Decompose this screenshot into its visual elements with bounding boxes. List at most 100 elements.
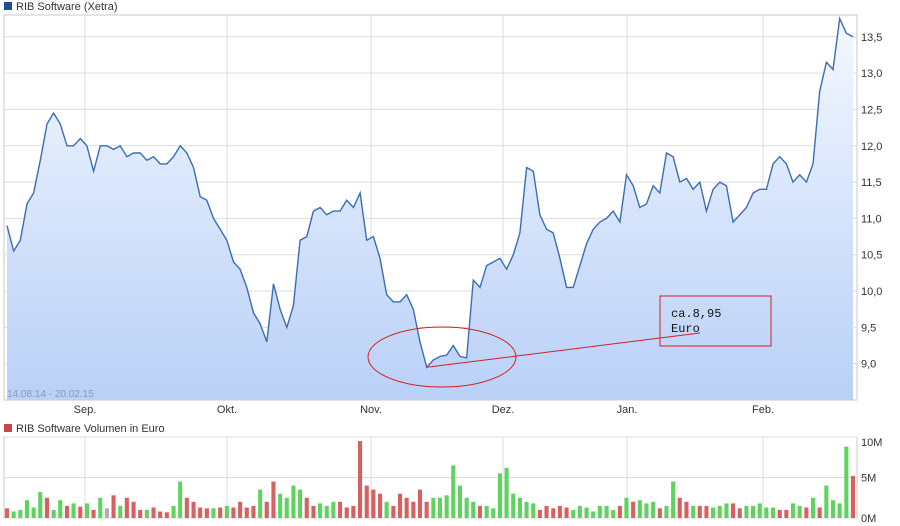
volume-bar xyxy=(431,497,436,519)
price-x-tick-label: Jan. xyxy=(617,404,638,416)
volume-bar xyxy=(697,505,702,518)
volume-bar xyxy=(804,507,809,518)
volume-bar xyxy=(304,497,309,519)
volume-bar xyxy=(18,509,23,518)
volume-y-tick-label: 5M xyxy=(861,473,876,485)
volume-bar xyxy=(111,495,116,518)
volume-bar xyxy=(491,508,496,518)
volume-bar xyxy=(244,507,249,518)
volume-bar xyxy=(351,505,356,518)
volume-bar xyxy=(364,485,369,518)
volume-bar xyxy=(504,467,509,518)
volume-bar xyxy=(51,509,56,518)
volume-bar xyxy=(817,507,822,518)
price-x-tick-label: Dez. xyxy=(492,404,515,416)
volume-bar xyxy=(278,493,283,518)
volume-bar xyxy=(471,501,476,518)
volume-bar xyxy=(324,505,329,518)
price-legend-swatch xyxy=(4,2,12,10)
volume-bar xyxy=(524,501,529,518)
volume-bar xyxy=(271,481,276,518)
price-x-tick-label: Okt. xyxy=(217,404,237,416)
volume-bar xyxy=(171,505,176,518)
volume-bar xyxy=(611,509,616,518)
volume-bar xyxy=(258,489,263,518)
volume-bar xyxy=(71,503,76,518)
volume-bar xyxy=(331,501,336,518)
price-y-tick-label: 10,5 xyxy=(861,250,882,262)
volume-bar xyxy=(571,509,576,518)
volume-bar xyxy=(198,507,203,518)
price-x-tick-label: Feb. xyxy=(752,404,774,416)
volume-bar xyxy=(751,505,756,518)
volume-bar xyxy=(444,495,449,518)
volume-bar xyxy=(84,503,89,518)
volume-bar xyxy=(531,503,536,518)
price-chart: RIB Software (Xetra) 9,0 9,5 10,0 10,5 11,0 1… xyxy=(3,1,882,416)
volume-bar xyxy=(584,507,589,518)
volume-bar xyxy=(797,505,802,518)
annotation-text-line1: ca.8,95 xyxy=(671,307,721,321)
price-x-axis: Sep. Okt. Nov. Dez. Jan. Feb. xyxy=(74,404,774,416)
volume-bar xyxy=(484,505,489,518)
volume-bar xyxy=(384,501,389,518)
volume-bar xyxy=(64,505,69,518)
volume-bar xyxy=(124,497,129,519)
volume-bar xyxy=(298,489,303,518)
volume-bar xyxy=(238,501,243,518)
volume-chart-title: RIB Software Volumen in Euro xyxy=(16,423,165,435)
volume-bar xyxy=(151,507,156,518)
volume-bar xyxy=(724,503,729,518)
volume-bar xyxy=(644,503,649,518)
volume-bar xyxy=(557,505,562,518)
price-line xyxy=(6,16,854,369)
volume-bar xyxy=(138,509,143,518)
volume-bar xyxy=(764,507,769,518)
volume-bar xyxy=(791,503,796,518)
volume-bar xyxy=(398,493,403,518)
volume-bar xyxy=(44,497,49,519)
price-area-fill xyxy=(7,18,853,400)
volume-bar xyxy=(218,507,223,518)
volume-bar xyxy=(164,512,169,518)
volume-bar xyxy=(844,446,849,518)
volume-bar xyxy=(777,509,782,518)
volume-y-axis: 10M 5M 0M xyxy=(861,437,882,525)
volume-bar xyxy=(717,505,722,518)
volume-bars xyxy=(4,441,855,519)
volume-bar xyxy=(737,508,742,518)
volume-bar xyxy=(311,505,316,518)
volume-bar xyxy=(837,503,842,518)
volume-bar xyxy=(577,505,582,518)
volume-bar xyxy=(4,508,9,518)
volume-bar xyxy=(91,509,96,518)
volume-bar xyxy=(284,497,289,519)
volume-bar xyxy=(637,500,642,518)
price-y-tick-label: 9,0 xyxy=(861,359,876,371)
volume-bar xyxy=(677,497,682,519)
volume-legend-swatch xyxy=(4,424,12,432)
low-point-circle xyxy=(367,326,517,388)
price-y-tick-label: 13,5 xyxy=(861,32,882,44)
volume-bar xyxy=(591,511,596,518)
price-y-tick-label: 12,0 xyxy=(861,141,882,153)
volume-bar xyxy=(451,465,456,518)
volume-bar xyxy=(651,501,656,518)
volume-bar xyxy=(264,501,269,518)
volume-bar xyxy=(338,501,343,518)
volume-chart: RIB Software Volumen in Euro 10M 5M 0M xyxy=(3,423,882,525)
volume-bar xyxy=(850,475,855,518)
annotation-pointer-line xyxy=(426,332,701,368)
volume-bar xyxy=(391,505,396,518)
price-y-tick-label: 10,0 xyxy=(861,286,882,298)
volume-bar xyxy=(378,493,383,518)
price-y-tick-label: 11,5 xyxy=(861,177,882,189)
volume-bar xyxy=(631,501,636,518)
volume-bar xyxy=(411,501,416,518)
volume-bar xyxy=(477,505,482,518)
volume-bar xyxy=(404,497,409,519)
volume-bar xyxy=(711,507,716,518)
volume-bar xyxy=(291,485,296,518)
volume-bar xyxy=(437,497,442,519)
